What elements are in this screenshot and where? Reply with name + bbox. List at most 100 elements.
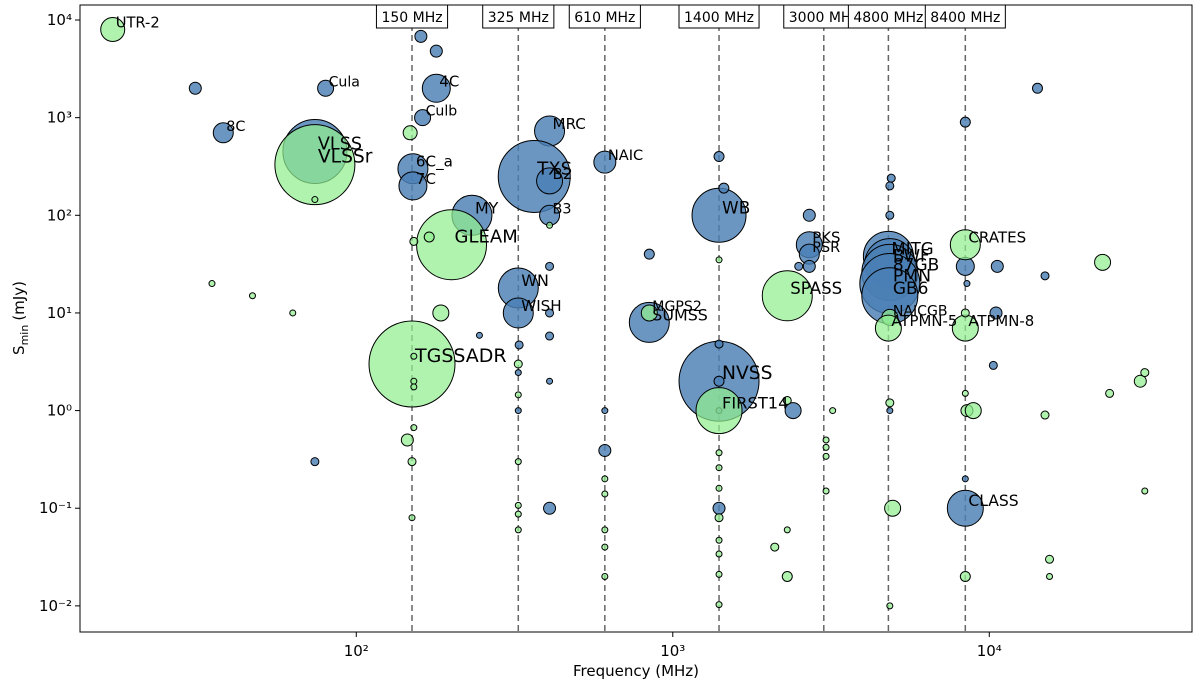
bubble-label: WISH	[521, 297, 561, 315]
bubble-label: FIRST14	[722, 394, 788, 413]
bubble	[514, 369, 522, 377]
bubble-label: WN	[521, 271, 549, 290]
bubble	[212, 122, 234, 144]
bubble-label: TGSSADR	[414, 345, 507, 367]
bubble-label: ATPMN-5	[891, 312, 957, 330]
bubble-label: ATPMN-8	[968, 312, 1034, 330]
reference-label: 610 MHz	[568, 4, 641, 29]
bubble	[432, 304, 450, 322]
bubble	[1031, 82, 1043, 94]
y-tick-label: 10¹	[47, 304, 72, 322]
bubble	[794, 261, 804, 271]
bubble	[960, 308, 970, 318]
bubble	[643, 248, 655, 260]
bubble	[829, 407, 837, 415]
bubble-label: VLSS	[318, 135, 362, 155]
bubble	[715, 256, 723, 264]
bubble	[400, 433, 414, 447]
bubble	[1040, 271, 1050, 281]
bubble	[601, 526, 609, 534]
reference-label-text: 1400 MHz	[684, 10, 754, 26]
bubble	[885, 398, 895, 408]
bubble-label: SPASS	[790, 279, 842, 298]
bubble	[714, 339, 724, 349]
bubble	[601, 572, 609, 580]
bubble	[601, 543, 609, 551]
bubble	[990, 259, 1004, 273]
bubble	[545, 331, 555, 341]
bubble	[715, 484, 723, 492]
x-tick-label: 10³	[660, 642, 685, 660]
bubble	[593, 150, 617, 174]
bubble	[408, 514, 416, 522]
bubble-label: MITG	[891, 239, 933, 258]
bubble-label: UTR-2	[116, 14, 160, 31]
reference-label-box	[482, 4, 555, 29]
bubble	[398, 171, 428, 201]
reference-label-box	[678, 4, 760, 29]
reference-label-box	[568, 4, 641, 29]
reference-label-text: 150 MHz	[381, 10, 442, 26]
bubble	[1105, 388, 1115, 398]
bubble	[949, 229, 981, 261]
bubble-label: MRC	[553, 115, 586, 133]
bubble-label: TXS	[536, 158, 572, 179]
bubble	[475, 331, 483, 339]
bubble	[410, 377, 418, 385]
bubble-label: GB6	[893, 279, 929, 299]
bubble	[874, 314, 902, 342]
bubble	[946, 489, 984, 527]
bubble	[989, 306, 1003, 320]
bubble	[601, 475, 609, 483]
bubble	[513, 359, 523, 369]
bubble	[1140, 368, 1150, 378]
bubble-label: NVSS	[722, 363, 773, 384]
bubble-label: 8C	[226, 119, 245, 135]
bubble-label: WB	[722, 197, 750, 217]
y-tick-label: 10⁻¹	[39, 499, 72, 517]
x-tick-label: 10⁴	[977, 642, 1002, 660]
bubble	[289, 309, 297, 317]
bubble	[884, 499, 902, 517]
bubble	[410, 352, 418, 360]
bubble	[410, 424, 418, 432]
bubble	[1133, 374, 1147, 388]
x-axis-label: Frequency (MHz)	[573, 662, 699, 680]
bubble	[414, 29, 428, 43]
bubble	[964, 402, 982, 420]
bubble	[802, 259, 816, 273]
bubble	[429, 44, 443, 58]
bubble-label: SUMSS	[652, 305, 708, 324]
bubble	[514, 340, 524, 350]
y-tick-label: 10³	[47, 109, 72, 127]
reference-label-box	[924, 4, 1006, 29]
bubble	[714, 513, 724, 523]
bubble	[317, 79, 335, 97]
bubble	[546, 221, 554, 229]
bubble	[545, 261, 555, 271]
bubble	[959, 116, 971, 128]
bubble-label: 4C	[439, 72, 459, 90]
bubble	[310, 457, 320, 467]
bubble	[761, 270, 813, 322]
bubble	[715, 550, 723, 558]
bubble	[536, 167, 564, 195]
bubble	[514, 407, 522, 415]
bubble-label: CRATES	[968, 229, 1026, 247]
bubble-label: Cula	[329, 74, 360, 90]
reference-label: 4800 MHz	[847, 4, 929, 29]
bubble	[248, 292, 256, 300]
bubble	[886, 602, 894, 610]
reference-label-text: 610 MHz	[574, 10, 635, 26]
bubble-label: NAICGB	[893, 303, 948, 319]
bubble	[414, 109, 432, 127]
y-label-sub: min	[18, 325, 31, 346]
bubble	[1046, 572, 1054, 580]
bubble	[409, 236, 419, 246]
bubble	[640, 304, 658, 322]
bubble	[715, 464, 723, 472]
reference-label-text: 4800 MHz	[853, 10, 923, 26]
reference-label-text: 325 MHz	[488, 10, 549, 26]
bubble-label: B3	[553, 201, 572, 217]
bubble-label: PMN	[893, 267, 931, 287]
